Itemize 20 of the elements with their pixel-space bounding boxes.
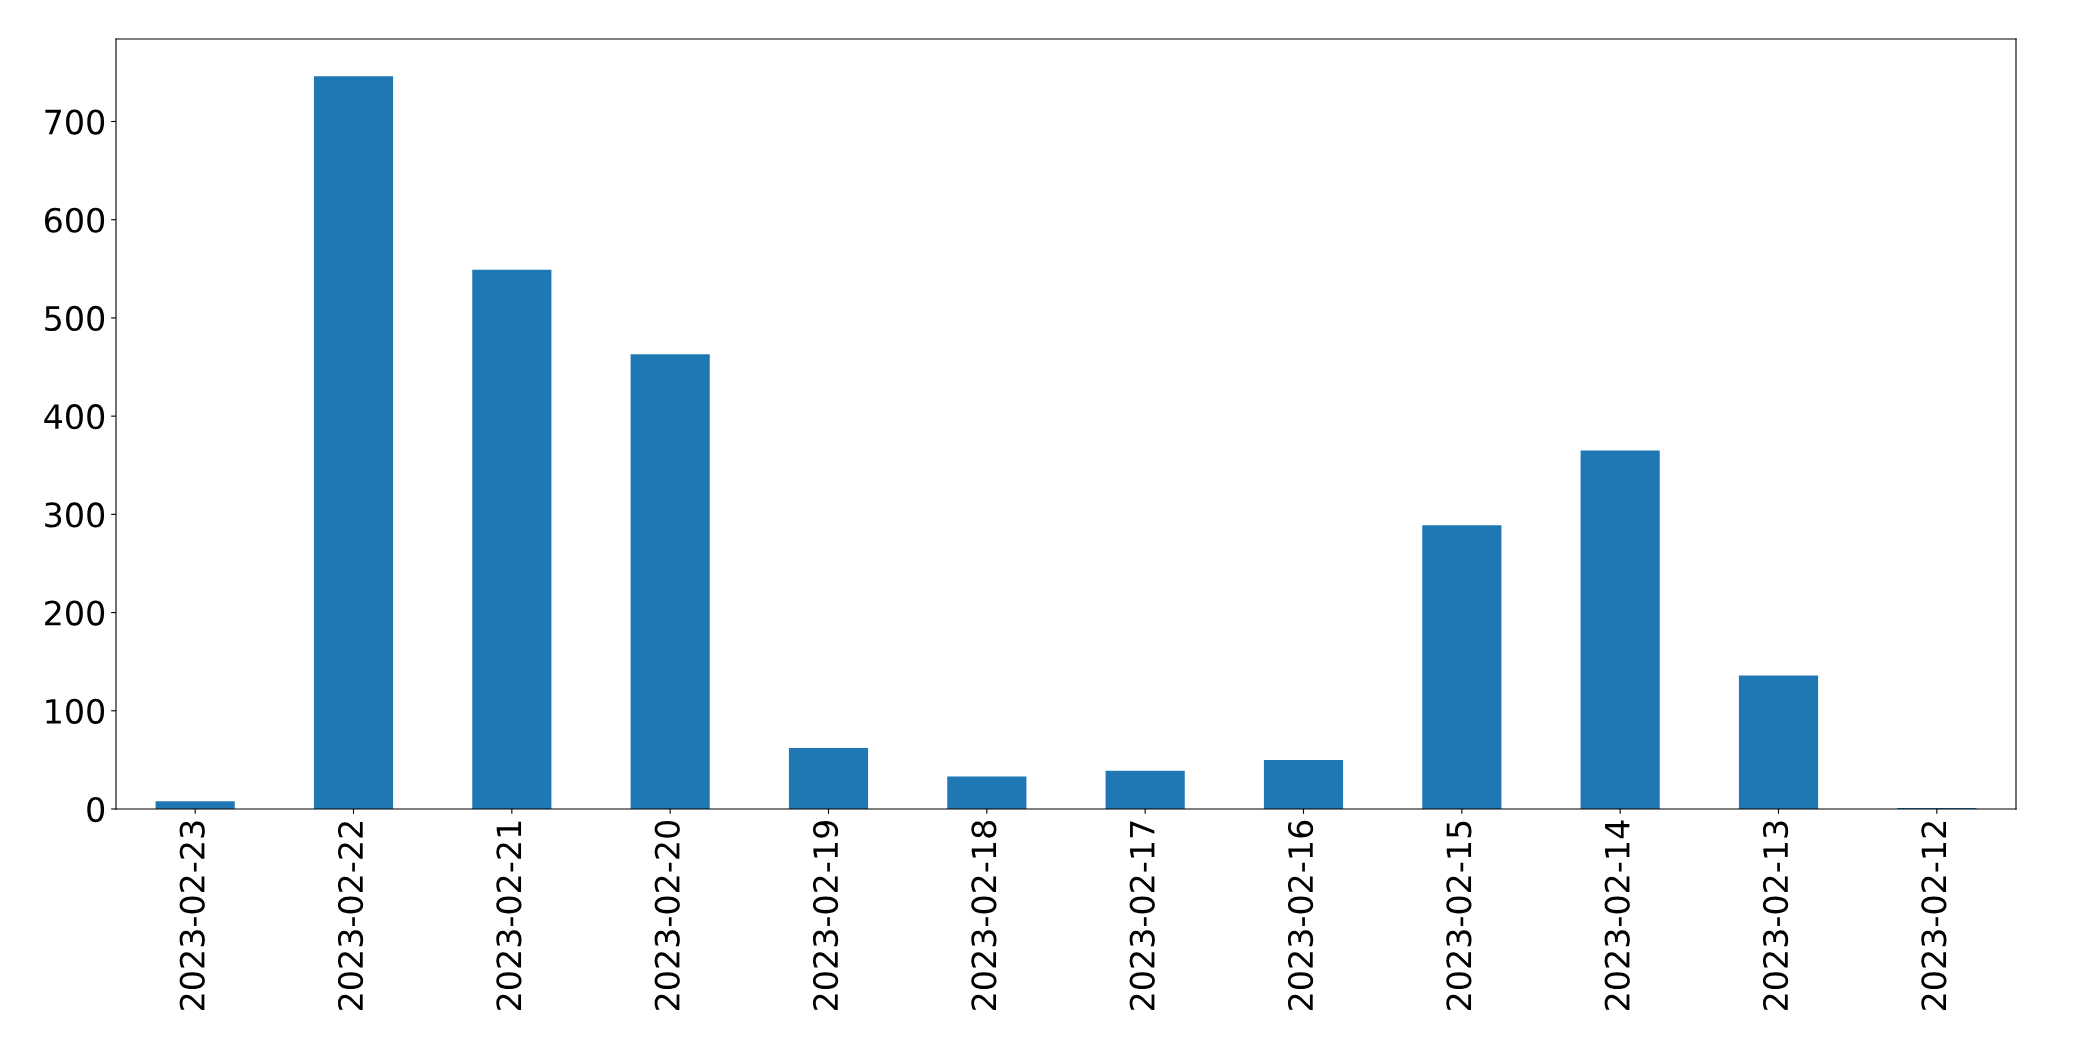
x-tick-label: 2023-02-19	[812, 821, 839, 1010]
y-tick-label: 500	[45, 305, 105, 332]
y-tick-label: 200	[45, 600, 105, 626]
x-tick-label: 2023-02-21	[496, 821, 522, 1010]
y-tick-label: 300	[45, 502, 105, 528]
x-tick-label: 2023-02-20	[654, 820, 680, 1010]
x-tick-label: 2023-02-22	[337, 822, 364, 1010]
y-tick-label: 700	[45, 109, 105, 135]
y-tick-label: 400	[44, 404, 105, 430]
x-tick-label: 2023-02-17	[1129, 821, 1155, 1010]
x-tick-label: 2023-02-12	[1921, 822, 1947, 1010]
x-tick-label: 2023-02-23	[179, 821, 205, 1010]
x-tick-label: 2023-02-16	[1287, 820, 1314, 1010]
x-tick-label: 2023-02-14	[1604, 820, 1630, 1010]
y-tick-label: 0	[87, 796, 105, 823]
x-tick-label: 2023-02-13	[1762, 821, 1789, 1010]
x-tick-label: 2023-02-15	[1446, 821, 1472, 1010]
x-tick-label: 2023-02-18	[971, 821, 997, 1010]
y-tick-label: 100	[46, 698, 105, 724]
y-tick-label: 600	[44, 207, 105, 233]
